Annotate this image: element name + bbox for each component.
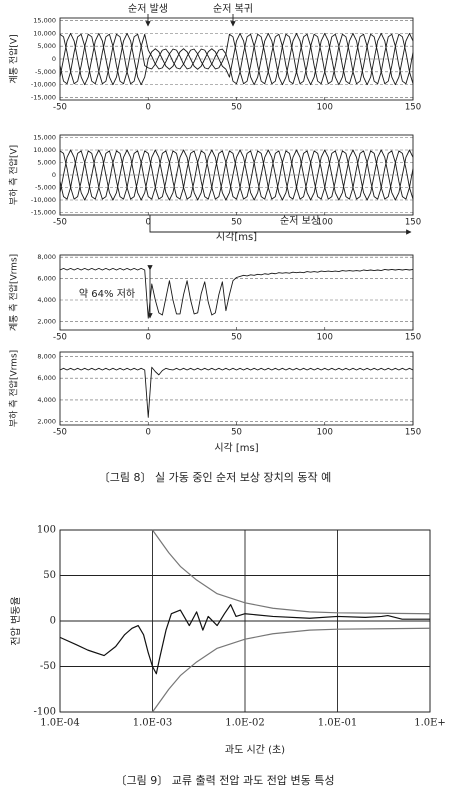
plot-frame — [59, 254, 414, 331]
y-tick-label: 8,000 — [37, 352, 56, 360]
x-axis-label: 시각[ms] — [216, 231, 257, 243]
y-axis-label: 부하 측 전압[V] — [8, 145, 20, 205]
y-tick-label: 2,000 — [37, 418, 56, 426]
annotation: 약 64% 저하 — [79, 287, 135, 300]
y-tick-label: 10,000 — [33, 146, 56, 154]
y-tick-label: -15,000 — [31, 209, 56, 217]
x-tick-label: 0 — [146, 333, 151, 343]
y-tick-label: 4,000 — [37, 396, 56, 404]
data-line — [152, 627, 431, 713]
figure-caption: 〔그림 8〕 실 가동 중인 순저 보상 장치의 동작 예 — [99, 471, 332, 484]
y-axis-label: 전압 변동율 — [9, 596, 22, 645]
x-tick-label: 150 — [405, 103, 421, 113]
y-axis-label: 계통 전압[V] — [8, 34, 20, 83]
y-tick-label: -5,000 — [35, 184, 56, 192]
y-tick-label: 6,000 — [37, 374, 56, 382]
y-axis-label: 계통 측 전압[Vrms] — [8, 254, 20, 331]
y-axis-label: 부하 측 전압[Vrms] — [8, 350, 20, 427]
x-tick-label: 50 — [231, 428, 242, 438]
data-line — [59, 366, 414, 418]
y-tick-label: 15,000 — [33, 17, 56, 25]
y-tick-label: 15,000 — [33, 134, 56, 142]
y-tick-label: 100 — [37, 525, 56, 536]
x-tick-label: 50 — [231, 333, 242, 343]
x-tick-label: -50 — [53, 103, 67, 113]
y-tick-label: -15,000 — [31, 93, 56, 101]
x-tick-label: -50 — [53, 218, 67, 228]
x-tick-label: 100 — [317, 103, 333, 113]
data-line — [59, 150, 414, 200]
x-tick-label: 100 — [317, 333, 333, 343]
y-tick-label: 4,000 — [37, 296, 56, 304]
x-tick-label: 1.0E-02 — [225, 718, 265, 729]
x-tick-label: 50 — [231, 218, 242, 228]
data-line — [59, 267, 414, 319]
x-tick-label: 100 — [317, 428, 333, 438]
y-tick-label: 0 — [50, 616, 56, 627]
plot-frame — [59, 529, 431, 713]
x-axis-label: 시각 [ms] — [214, 442, 258, 454]
x-tick-label: -50 — [53, 428, 67, 438]
y-tick-label: -50 — [40, 661, 56, 672]
annotation: 순저 복귀 — [213, 3, 253, 15]
x-tick-label: 150 — [405, 428, 421, 438]
x-tick-label: 150 — [405, 333, 421, 343]
x-tick-label: 1.0E+ — [414, 718, 446, 729]
x-tick-label: 1.0E-03 — [133, 718, 173, 729]
data-line — [152, 529, 431, 615]
x-tick-label: 0 — [146, 103, 151, 113]
x-tick-label: 0 — [146, 428, 151, 438]
x-tick-label: 100 — [317, 218, 333, 228]
y-tick-label: 6,000 — [37, 275, 56, 283]
plot-frame — [59, 17, 414, 101]
y-tick-label: 50 — [43, 570, 56, 581]
x-tick-label: 1.0E-04 — [40, 718, 80, 729]
annotation-arrow — [149, 215, 412, 235]
figure-caption: 〔그림 9〕 교류 출력 전압 과도 전압 변동 특성 — [116, 774, 335, 787]
y-tick-label: 2,000 — [37, 317, 56, 325]
y-tick-label: 10,000 — [33, 29, 56, 37]
annotation: 순저 발생 — [128, 3, 168, 15]
y-tick-label: 0 — [52, 55, 56, 63]
plot-frame — [59, 134, 414, 216]
data-line — [59, 33, 414, 85]
y-tick-label: 8,000 — [37, 253, 56, 261]
x-axis-label: 과도 시간 (초) — [225, 744, 285, 756]
x-tick-label: -50 — [53, 333, 67, 343]
data-line — [59, 32, 414, 86]
data-line — [59, 604, 430, 675]
data-line — [59, 33, 414, 85]
x-tick-label: 0 — [146, 218, 151, 228]
y-tick-label: -10,000 — [31, 81, 56, 89]
y-tick-label: -5,000 — [35, 68, 56, 76]
plot-frame — [59, 351, 414, 426]
y-tick-label: -100 — [34, 707, 56, 718]
y-tick-label: 5,000 — [37, 42, 56, 50]
y-tick-label: 5,000 — [37, 159, 56, 167]
x-tick-label: 1.0E-01 — [318, 718, 358, 729]
data-line — [59, 150, 414, 200]
data-line — [59, 149, 414, 201]
y-tick-label: 0 — [52, 171, 56, 179]
y-tick-label: -10,000 — [31, 196, 56, 204]
x-tick-label: 50 — [231, 103, 242, 113]
annotation: 순저 보상 — [280, 215, 320, 227]
x-tick-label: 150 — [405, 218, 421, 228]
